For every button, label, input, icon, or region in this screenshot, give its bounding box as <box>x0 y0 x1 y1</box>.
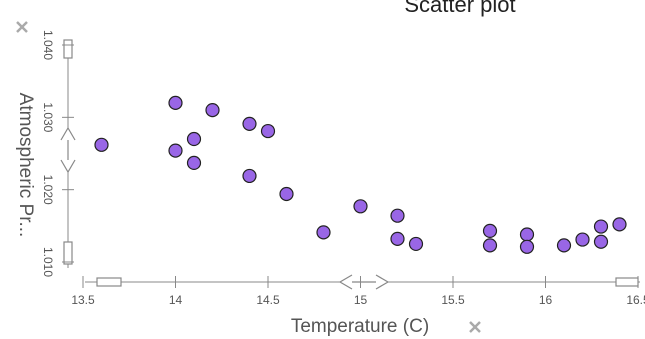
point <box>242 116 257 131</box>
range-handle[interactable] <box>338 274 390 290</box>
point <box>482 238 498 253</box>
slider-handle[interactable] <box>615 277 639 287</box>
point <box>353 199 368 214</box>
close-icon[interactable] <box>16 21 28 33</box>
y-tick-label: 1.040 <box>41 30 55 60</box>
point <box>168 95 183 110</box>
x-tick-label: 16 <box>539 293 553 307</box>
point <box>390 231 405 246</box>
point <box>556 238 572 253</box>
point <box>408 236 424 252</box>
y-tick-label: 1.020 <box>41 175 55 205</box>
point <box>390 208 405 223</box>
point <box>519 239 535 254</box>
y-tick-label: 1.030 <box>41 102 55 132</box>
slider-handle[interactable] <box>96 277 122 287</box>
y-tick-label: 1.010 <box>41 247 55 277</box>
point <box>242 168 257 184</box>
point <box>612 217 627 232</box>
point <box>593 234 609 249</box>
x-tick-label: 16.5 <box>626 293 645 307</box>
chart-title: Scatter plot <box>404 0 515 17</box>
x-tick-label: 15.5 <box>441 293 465 307</box>
range-handle[interactable] <box>60 126 76 174</box>
slider-handle[interactable] <box>63 241 73 265</box>
point <box>482 223 498 238</box>
x-tick-label: 14 <box>169 293 183 307</box>
slider-handle[interactable] <box>63 39 73 59</box>
point <box>593 219 609 234</box>
x-tick-label: 15 <box>354 293 368 307</box>
point <box>186 131 202 147</box>
point <box>168 143 183 158</box>
point <box>186 155 202 171</box>
point <box>575 232 590 247</box>
x-tick-label: 13.5 <box>71 293 95 307</box>
close-icon[interactable] <box>469 321 481 333</box>
point <box>519 227 535 242</box>
point <box>316 225 331 240</box>
point <box>279 186 294 202</box>
x-tick-label: 14.5 <box>256 293 280 307</box>
y-axis-label: Atmospheric Pr... <box>15 93 36 238</box>
point <box>94 137 109 152</box>
point <box>205 102 220 118</box>
x-axis-label: Temperature (C) <box>291 316 429 337</box>
point <box>260 123 276 139</box>
